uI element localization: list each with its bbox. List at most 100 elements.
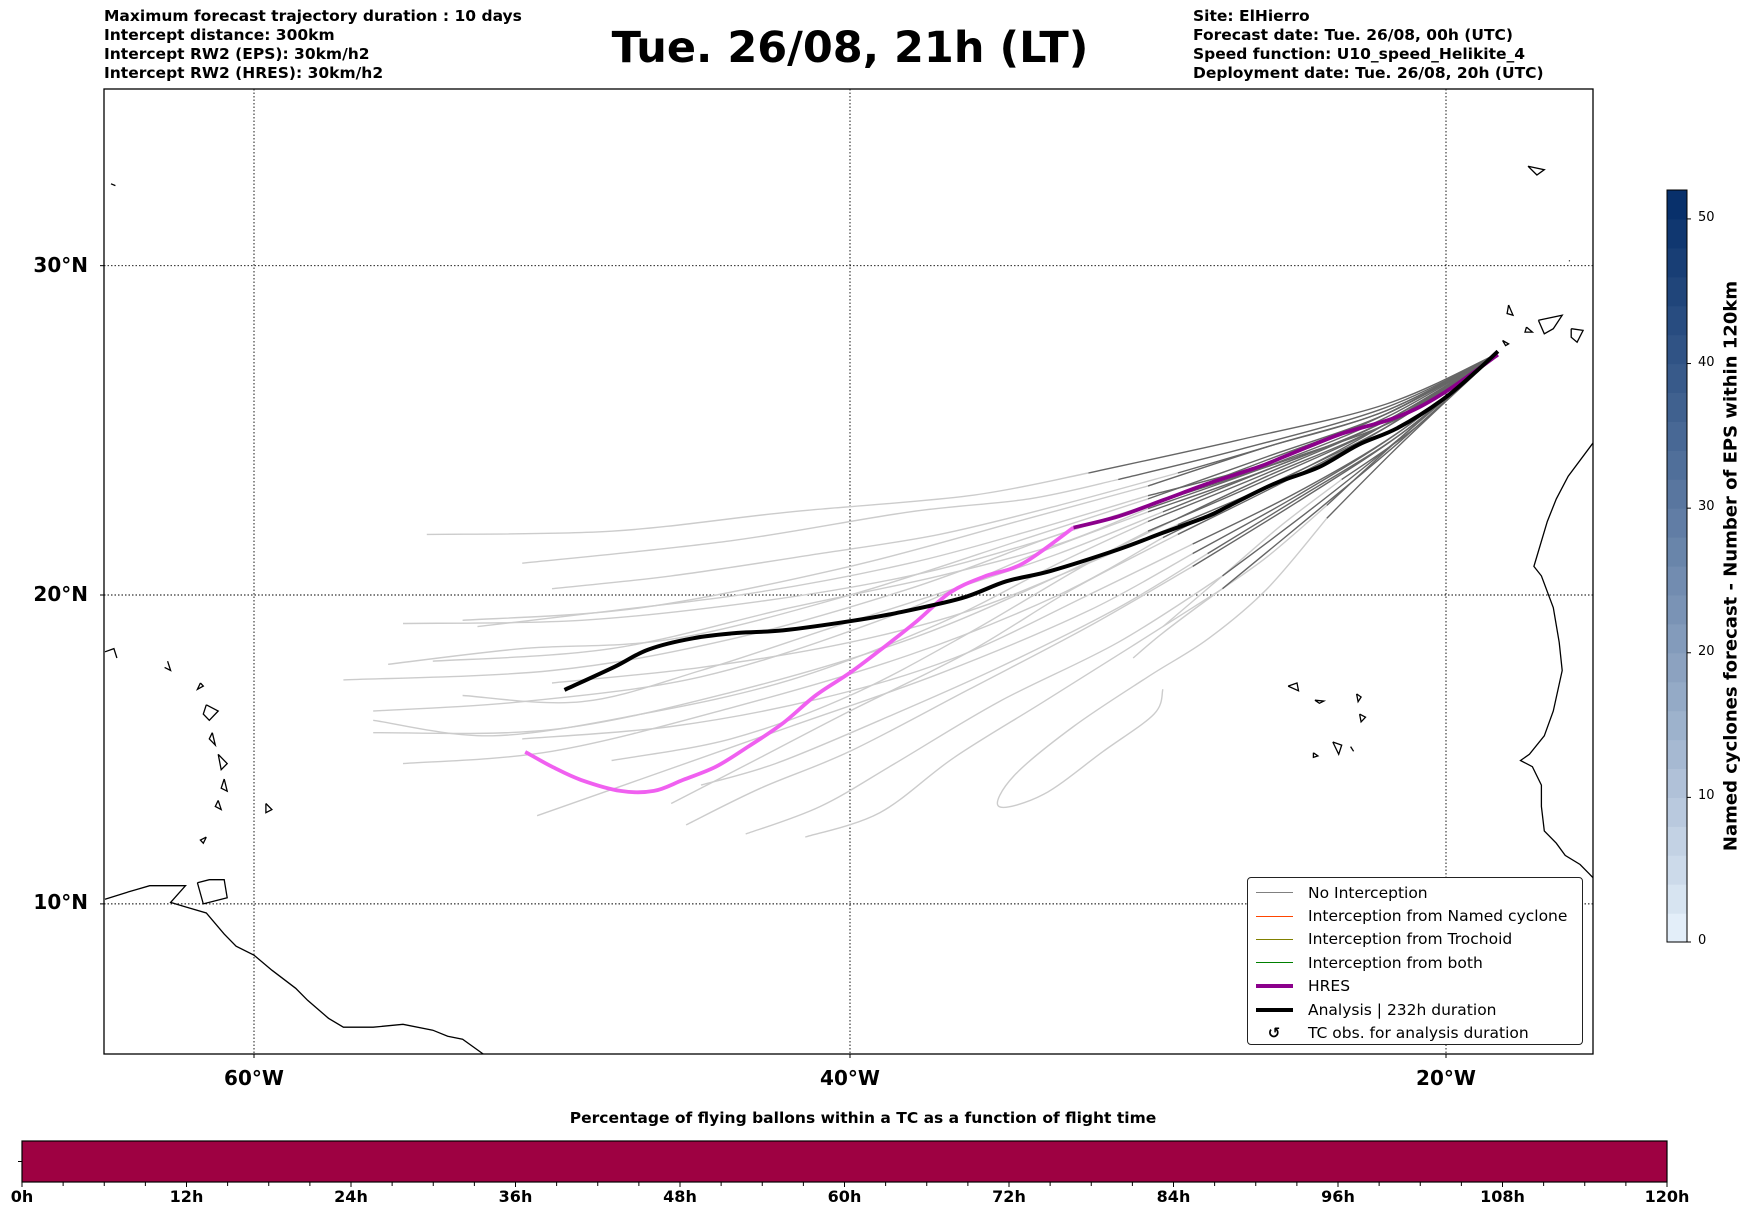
orange-line-icon	[1255, 915, 1293, 917]
coastline	[1506, 304, 1515, 317]
ensemble-track-late	[522, 478, 1119, 564]
colorbar-bin	[1667, 826, 1687, 856]
ensemble-track-late	[402, 504, 1149, 625]
legend-label: Interception from Trochoid	[1308, 930, 1513, 949]
colorbar-bin	[1667, 334, 1687, 365]
colorbar-tick-label: 50	[1698, 209, 1715, 225]
deployment-date-text: Deployment date: Tue. 26/08, 20h (UTC)	[1193, 64, 1544, 82]
colorbar-bin	[1667, 768, 1687, 798]
flight-hour-label: 48h	[663, 1187, 697, 1206]
colorbar-bin	[1667, 913, 1687, 943]
legend-label: TC obs. for analysis duration	[1308, 1024, 1529, 1043]
colorbar-bin	[1667, 421, 1687, 451]
ensemble-track-late	[551, 472, 1178, 590]
colorbar-bin	[1667, 305, 1687, 336]
flight-hour-label: 72h	[992, 1187, 1026, 1206]
colorbar-bin	[1667, 508, 1687, 538]
colorbar-tick-label: 20	[1698, 643, 1715, 659]
ensemble-track-early	[1147, 353, 1498, 497]
olive-line-icon	[1255, 938, 1293, 940]
legend-label: HRES	[1308, 977, 1351, 996]
flight-hour-label: 36h	[498, 1187, 533, 1206]
legend-label: Interception from both	[1308, 953, 1483, 972]
ensemble-track-late	[388, 498, 1149, 665]
legend-item-analysis: Analysis | 232h duration	[1248, 998, 1582, 1021]
ensemble-track-late	[1162, 478, 1343, 628]
ensemble-track-late	[551, 524, 1179, 684]
coastline	[1355, 693, 1362, 704]
ensemble-track-late	[462, 511, 1164, 704]
ensemble-track-late	[343, 495, 1179, 681]
coastline	[1570, 328, 1585, 344]
colorbar-tick-label: 0	[1698, 933, 1707, 948]
coastline	[195, 682, 205, 691]
flight-hour-label: 60h	[827, 1187, 862, 1206]
ensemble-track-late	[670, 533, 1179, 805]
ensemble-track-late	[426, 472, 1089, 536]
site-info: Site: ElHierro Forecast date: Tue. 26/08…	[1193, 7, 1544, 83]
flight-hour-label: 24h	[334, 1187, 368, 1206]
colorbar-bin	[1667, 566, 1687, 596]
lon-label-60w: 60°W	[224, 1066, 284, 1090]
flight-hour-label: 96h	[1321, 1187, 1355, 1206]
coastline	[196, 879, 228, 905]
ensemble-track-late	[522, 543, 1194, 740]
forecast-date-text: Forecast date: Tue. 26/08, 00h (UTC)	[1193, 26, 1514, 44]
colorbar-frame	[1666, 189, 1688, 943]
ensemble-track-late	[462, 485, 1149, 621]
speed-function-text: Speed function: U10_speed_Helikite_4	[1193, 45, 1526, 63]
coastline	[1537, 314, 1564, 335]
ensemble-track-late	[700, 553, 1208, 786]
legend-label: No Interception	[1308, 883, 1428, 902]
flight-hour-label: 0h	[10, 1187, 34, 1206]
coastline	[1312, 752, 1320, 759]
legend-item-named-cyclone: Interception from Named cyclone	[1248, 904, 1582, 927]
colorbar-bin	[1667, 739, 1687, 769]
colorbar-bin	[1667, 681, 1687, 712]
coastline	[1350, 746, 1355, 752]
flight-bar-fill	[21, 1140, 1668, 1183]
legend-label: Analysis | 232h duration	[1308, 1000, 1497, 1019]
coastline	[104, 885, 485, 1054]
legend-item-both: Interception from both	[1248, 951, 1582, 974]
ensemble-track-early	[1162, 353, 1498, 513]
coastlines	[104, 165, 1593, 1054]
coastline	[1314, 699, 1327, 705]
max-duration-text: Maximum forecast trajectory duration : 1…	[104, 7, 522, 25]
coastline	[199, 836, 207, 845]
coastline	[1568, 260, 1571, 262]
ensemble-track-early	[1147, 353, 1498, 510]
lat-label-20: 20°N	[33, 582, 88, 606]
coastline	[110, 183, 116, 187]
black-line-icon	[1255, 1007, 1293, 1012]
colorbar-bin	[1667, 218, 1687, 249]
coastline	[164, 661, 172, 672]
trajectories	[343, 349, 1500, 838]
legend-label: Interception from Named cyclone	[1308, 907, 1568, 926]
analysis-track	[563, 349, 1500, 692]
page-title: Tue. 26/08, 21h (LT)	[611, 23, 1089, 73]
ensemble-track-late	[685, 565, 1194, 826]
legend-item-no-interception: No Interception	[1248, 881, 1582, 904]
flight-hour-label: 84h	[1156, 1187, 1191, 1206]
colorbar-bin	[1667, 450, 1687, 480]
lat-label-30: 30°N	[33, 253, 88, 277]
legend: No Interception Interception from Named …	[1247, 877, 1583, 1045]
green-line-icon	[1255, 962, 1293, 964]
colorbar-bin	[1667, 276, 1687, 307]
colorbar-bin	[1667, 247, 1687, 278]
colorbar-bin	[1667, 479, 1687, 509]
ensemble-track-late	[373, 511, 1149, 712]
ensemble-track-late	[996, 517, 1328, 808]
coastline	[1519, 441, 1593, 879]
colorbar-tick-label: 30	[1698, 499, 1715, 515]
ensemble-track-early	[1177, 353, 1498, 536]
site-text: Site: ElHierro	[1193, 7, 1310, 25]
ensemble-track-late	[432, 507, 1149, 662]
ensemble-track-early	[1118, 353, 1498, 481]
colorbar-label: Named cyclones forecast - Number of EPS …	[1720, 280, 1742, 852]
intercept-eps-text: Intercept RW2 (EPS): 30km/h2	[104, 45, 370, 63]
coastline	[214, 800, 223, 811]
intercept-hres-text: Intercept RW2 (HRES): 30km/h2	[104, 64, 384, 82]
